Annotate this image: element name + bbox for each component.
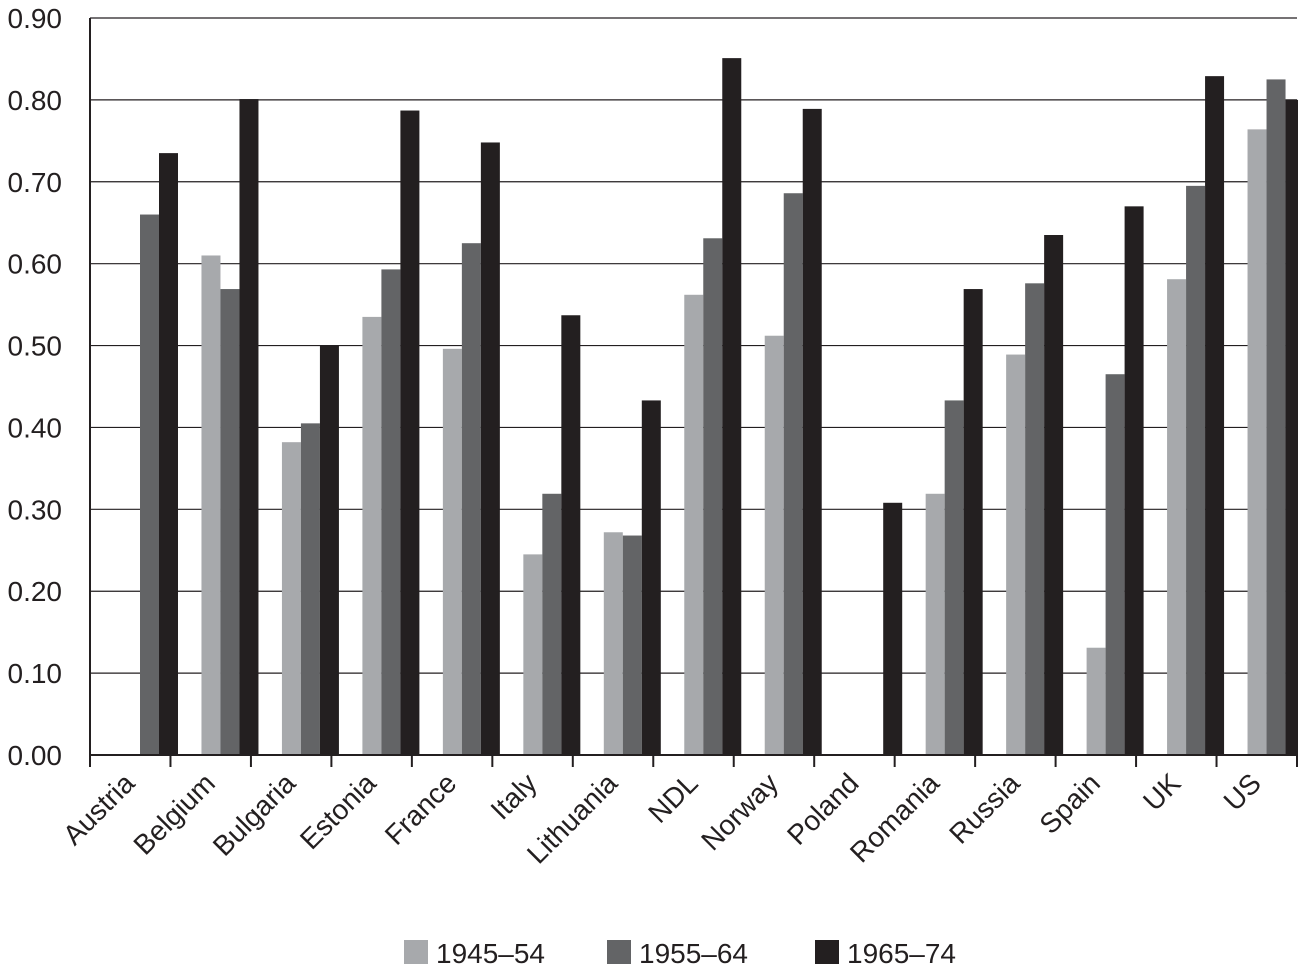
bar-lithuania-1945-54 — [603, 532, 623, 755]
bar-bulgaria-1955-64 — [300, 423, 320, 755]
y-tick-label: 0.10 — [8, 658, 63, 689]
bar-bulgaria-1965-74 — [319, 345, 339, 755]
bar-estonia-1955-64 — [381, 269, 401, 755]
legend: 1945–54 1955–64 1965–74 — [404, 938, 956, 969]
bar-spain-1965-74 — [1124, 206, 1144, 755]
axes — [89, 18, 1298, 767]
bar-belgium-1955-64 — [220, 289, 240, 755]
bar-estonia-1965-74 — [400, 110, 420, 756]
bar-us-1965-74 — [1285, 99, 1298, 755]
bar-us-1955-64 — [1266, 79, 1286, 755]
bar-romania-1965-74 — [963, 289, 983, 755]
bar-uk-1945-54 — [1167, 279, 1187, 755]
legend-swatch-1955-64 — [607, 940, 631, 964]
y-tick-label: 0.00 — [8, 740, 63, 771]
bar-belgium-1945-54 — [201, 255, 221, 755]
x-tick-label-spain: Spain — [1034, 767, 1107, 840]
x-tick-label-us: US — [1218, 767, 1267, 816]
bar-italy-1945-54 — [523, 554, 543, 755]
bar-france-1955-64 — [461, 243, 481, 755]
bar-austria-1955-64 — [140, 214, 159, 756]
x-tick-label-uk: UK — [1137, 767, 1187, 817]
bar-romania-1955-64 — [944, 400, 964, 755]
bars — [140, 58, 1298, 756]
bar-bulgaria-1945-54 — [281, 442, 301, 755]
y-tick-label: 0.60 — [8, 249, 63, 280]
bar-us-1945-54 — [1247, 129, 1267, 755]
bar-norway-1945-54 — [764, 335, 784, 755]
bar-ndl-1965-74 — [722, 58, 742, 756]
x-tick-label-belgium: Belgium — [127, 767, 220, 860]
bar-italy-1965-74 — [561, 315, 581, 755]
bar-russia-1965-74 — [1044, 235, 1064, 755]
x-tick-label-estonia: Estonia — [294, 767, 382, 855]
legend-swatch-1945-54 — [404, 940, 428, 964]
x-tick-label-bulgaria: Bulgaria — [207, 767, 302, 862]
bar-poland-1965-74 — [883, 502, 903, 755]
y-tick-label: 0.40 — [8, 412, 63, 443]
legend-label-1955-64: 1955–64 — [639, 938, 748, 969]
y-tick-label: 0.70 — [8, 167, 63, 198]
x-tick-label-russia: Russia — [943, 767, 1026, 850]
bar-uk-1955-64 — [1186, 185, 1206, 756]
bar-spain-1945-54 — [1086, 647, 1106, 755]
y-tick-label: 0.20 — [8, 576, 63, 607]
bar-france-1965-74 — [480, 142, 500, 755]
bar-france-1945-54 — [442, 348, 462, 755]
bar-lithuania-1955-64 — [622, 535, 642, 755]
bar-uk-1965-74 — [1205, 76, 1225, 755]
bar-romania-1945-54 — [925, 493, 945, 755]
x-tick-label-lithuania: Lithuania — [521, 767, 624, 870]
x-tick-label-france: France — [379, 767, 463, 851]
bar-norway-1955-64 — [783, 193, 803, 756]
bar-ndl-1945-54 — [684, 294, 704, 755]
x-tick-label-romania: Romania — [844, 767, 945, 868]
bar-spain-1955-64 — [1105, 374, 1125, 755]
bar-italy-1955-64 — [542, 493, 562, 755]
x-tick-label-norway: Norway — [695, 767, 784, 856]
bar-russia-1945-54 — [1006, 354, 1026, 755]
bar-estonia-1945-54 — [362, 316, 382, 755]
legend-label-1945-54: 1945–54 — [436, 938, 545, 969]
bar-ndl-1955-64 — [703, 238, 723, 755]
bar-austria-1965-74 — [159, 153, 178, 755]
bar-lithuania-1965-74 — [641, 400, 661, 755]
legend-swatch-1965-74 — [815, 940, 839, 964]
x-tick-label-ndl: NDL — [642, 767, 704, 829]
y-tick-labels: 0.00 0.10 0.20 0.30 0.40 0.50 0.60 0.70 0.80 0.90 — [8, 3, 63, 771]
y-tick-label: 0.30 — [8, 494, 63, 525]
y-tick-label: 0.90 — [8, 3, 63, 34]
bar-russia-1955-64 — [1025, 283, 1045, 755]
bar-norway-1965-74 — [802, 108, 822, 755]
y-tick-label: 0.50 — [8, 331, 63, 362]
legend-label-1965-74: 1965–74 — [847, 938, 956, 969]
x-tick-label-italy: Italy — [485, 767, 543, 825]
bar-belgium-1965-74 — [239, 99, 259, 755]
y-tick-label: 0.80 — [8, 85, 63, 116]
